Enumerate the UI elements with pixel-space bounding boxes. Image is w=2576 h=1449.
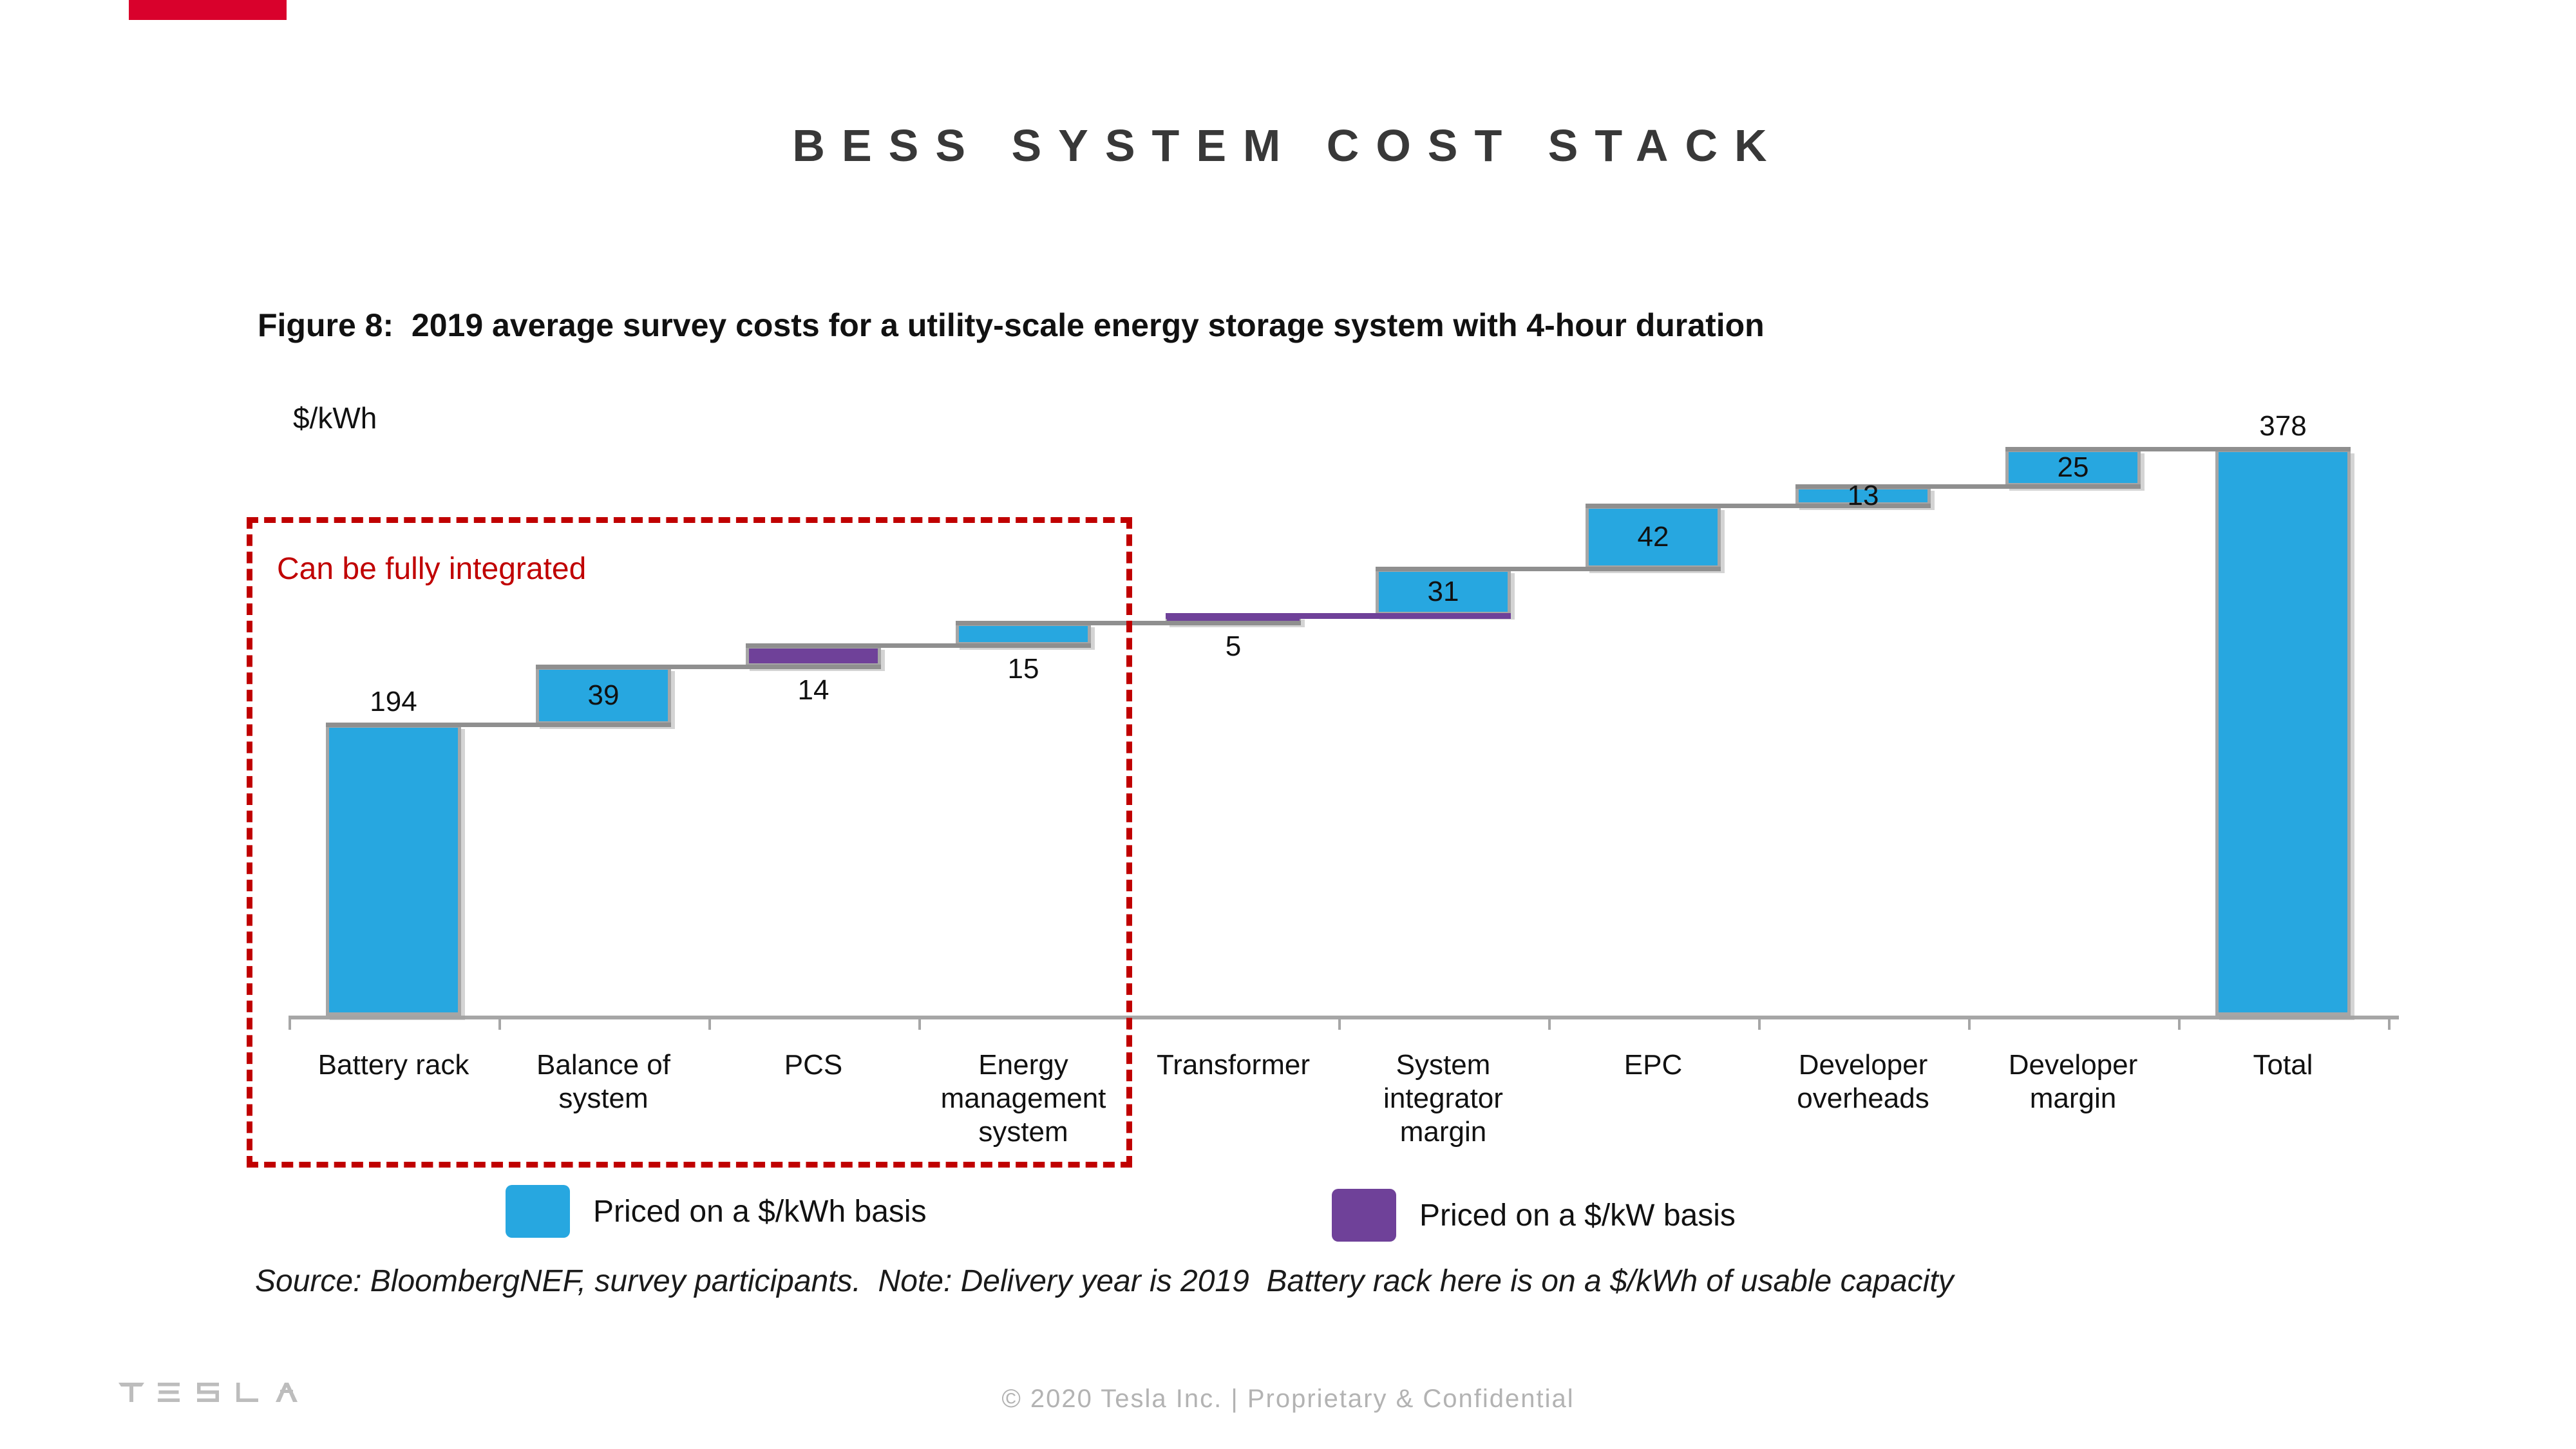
category-label-7: Developer overheads (1797, 1049, 1929, 1114)
x-axis-tick (2178, 1016, 2181, 1030)
figure-caption: Figure 8: 2019 average survey costs for … (258, 307, 1765, 343)
x-axis-tick (918, 1016, 921, 1030)
bar-value-label-7: 13 (1847, 480, 1879, 512)
bar-value-label-0: 194 (370, 686, 417, 718)
kw-legend-label: Priced on a $/kW basis (1419, 1198, 1736, 1233)
x-axis-line (289, 1016, 2399, 1019)
brand-accent-block (129, 0, 287, 20)
category-label-1: Balance of system (536, 1049, 670, 1114)
tesla-logo (118, 1383, 298, 1402)
waterfall-connector-7 (1795, 484, 2141, 489)
waterfall-connector-4 (1166, 613, 1511, 620)
waterfall-bar-0[interactable] (326, 724, 461, 1016)
bar-value-label-5: 31 (1427, 576, 1459, 608)
category-label-8: Developer margin (2008, 1049, 2138, 1114)
category-label-9: Total (2253, 1049, 2313, 1081)
legend-item-kwh: Priced on a $/kWh basis (506, 1185, 927, 1238)
bar-value-label-4: 5 (1225, 630, 1242, 663)
x-axis-tick (498, 1016, 501, 1030)
waterfall-connector-8 (2005, 447, 2351, 451)
waterfall-connector-5 (1376, 567, 1721, 572)
category-label-6: EPC (1624, 1049, 1683, 1081)
bar-value-label-8: 25 (2057, 451, 2089, 484)
category-label-0: Battery rack (317, 1049, 469, 1081)
category-label-3: Energy management system (940, 1049, 1106, 1148)
category-label-5: System integrator margin (1383, 1049, 1503, 1148)
waterfall-bar-1[interactable] (536, 666, 671, 725)
kw-legend-swatch (1332, 1189, 1396, 1242)
bar-value-label-6: 42 (1637, 521, 1669, 553)
x-axis-tick (1338, 1016, 1341, 1030)
x-axis-tick (2388, 1016, 2391, 1030)
x-axis-tick (289, 1016, 291, 1030)
bar-value-label-3: 15 (1007, 652, 1039, 685)
x-axis-tick (1968, 1016, 1971, 1030)
bar-value-label-9: 378 (2259, 410, 2307, 442)
kwh-legend-swatch (506, 1185, 570, 1238)
category-label-2: PCS (784, 1049, 843, 1081)
waterfall-connector-6 (1586, 504, 1931, 509)
bar-value-label-1: 39 (587, 679, 620, 711)
x-axis-tick (1758, 1016, 1761, 1030)
x-axis-tick (708, 1016, 711, 1030)
bar-value-label-2: 14 (797, 674, 829, 706)
waterfall-connector-1 (536, 664, 881, 669)
page-title: BESS SYSTEM COST STACK (792, 120, 1784, 171)
legend-item-kw: Priced on a $/kW basis (1332, 1189, 1736, 1242)
x-axis-tick (1548, 1016, 1551, 1030)
y-axis-unit-label: $/kWh (293, 401, 377, 435)
waterfall-connector-3 (956, 621, 1301, 626)
x-axis-tick (1128, 1016, 1131, 1030)
waterfall-bar-9[interactable] (2215, 449, 2351, 1016)
waterfall-bar-3[interactable] (956, 623, 1091, 645)
source-note: Source: BloombergNEF, survey participant… (255, 1264, 1954, 1298)
waterfall-bar-2[interactable] (746, 645, 881, 667)
waterfall-connector-2 (746, 643, 1091, 648)
kwh-legend-label: Priced on a $/kWh basis (593, 1194, 927, 1229)
waterfall-connector-0 (326, 723, 671, 728)
footer-copyright: © 2020 Tesla Inc. | Proprietary & Confid… (1001, 1385, 1575, 1413)
category-label-4: Transformer (1157, 1049, 1310, 1081)
